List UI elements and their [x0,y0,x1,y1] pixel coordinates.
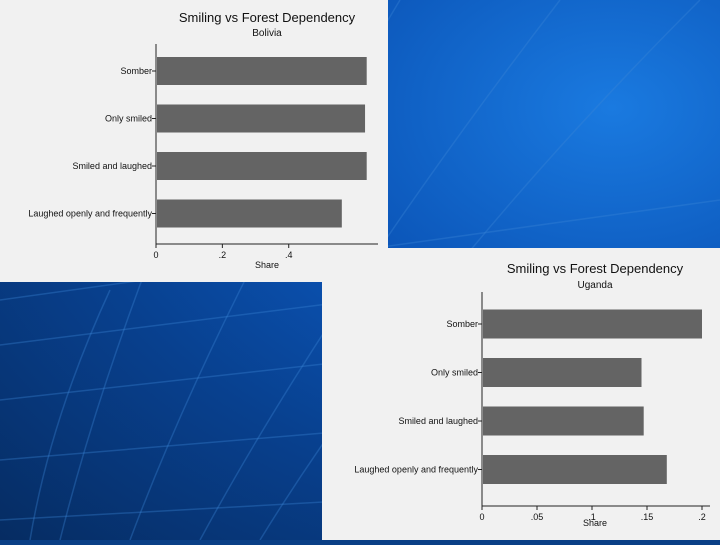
plot-area: Somber Only smiled Smiled and laughed Laugh… [28,44,378,260]
bar [157,199,342,228]
chart-subtitle: Bolivia [252,28,282,39]
x-tick-label: .2 [698,512,706,522]
x-axis-title: Share [583,518,607,528]
bar [483,455,667,484]
bar [157,152,367,180]
chart-title: Smiling vs Forest Dependency [507,261,684,276]
chart-title: Smiling vs Forest Dependency [179,10,356,25]
category-label: Somber [120,66,152,76]
bar [157,57,367,85]
bar [157,104,366,133]
category-label: Smiled and laughed [72,161,152,171]
x-tick-label: .4 [285,250,293,260]
plot-area: Somber Only smiled Smiled and laughed Laugh… [354,292,710,522]
x-tick-label: .2 [219,250,227,260]
uganda-bar-chart: Smiling vs Forest Dependency Uganda Somb… [354,261,710,528]
category-label: Smiled and laughed [398,416,478,426]
bar [483,406,644,436]
category-label: Somber [446,319,478,329]
x-tick-label: .05 [531,512,544,522]
x-axis-title: Share [255,260,279,270]
bolivia-bar-chart: Smiling vs Forest Dependency Bolivia Som… [28,10,378,270]
x-tick-label: 0 [153,250,158,260]
category-label: Laughed openly and frequently [354,465,478,475]
bar [483,358,642,387]
bolivia-chart-panel: Smiling vs Forest Dependency Bolivia Som… [0,0,388,282]
category-label: Only smiled [431,368,478,378]
category-label: Only smiled [105,114,152,124]
x-tick-label: .1 [588,512,596,522]
bar [483,309,702,339]
uganda-chart-panel: Smiling vs Forest Dependency Uganda Somb… [322,248,720,540]
x-tick-label: 0 [479,512,484,522]
x-tick-label: .15 [641,512,654,522]
chart-subtitle: Uganda [577,280,612,291]
category-label: Laughed openly and frequently [28,209,152,219]
